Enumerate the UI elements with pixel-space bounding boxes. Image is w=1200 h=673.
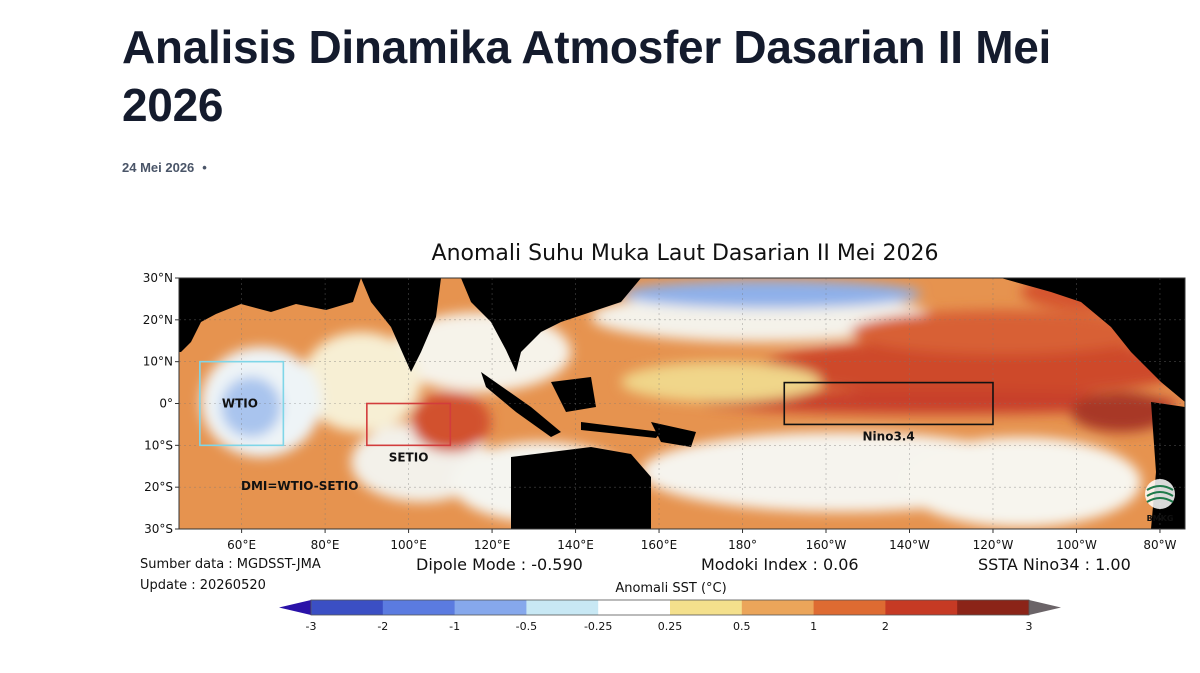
colorbar-segment: [526, 600, 599, 615]
colorbar-tick-label: 3: [1026, 620, 1033, 633]
colorbar-tick-label: 0.25: [658, 620, 683, 633]
colorbar-tick-label: 0.5: [733, 620, 751, 633]
y-tick-label: 30°S: [144, 522, 173, 536]
colorbar-segment: [813, 600, 886, 615]
x-tick-label: 80°W: [1143, 538, 1176, 552]
dmi-annotation: DMI=WTIO-SETIO: [241, 479, 358, 493]
y-tick-label: 20°S: [144, 480, 173, 494]
map-area: WTIO SETIO Nino3.4 BMKG DMI=WTIO-SETIO: [179, 278, 1185, 529]
anomaly-patch: [621, 362, 821, 402]
article-meta: 24 Mei 2026 •: [122, 160, 207, 175]
bmkg-waves-icon: [1146, 485, 1174, 503]
y-axis-ticks: 30°N 20°N 10°N 0° 10°S 20°S 30°S: [143, 271, 179, 536]
anomaly-patch: [701, 390, 1181, 414]
x-tick-label: 140°W: [889, 538, 930, 552]
x-tick-label: 80°E: [311, 538, 340, 552]
land-masses: [179, 278, 1185, 529]
colorbar-under-arrow: [279, 600, 311, 615]
colorbar: -3 -2 -1 -0.5 -0.25 0.25 0.5 1 2 3: [279, 599, 1061, 633]
land-north-america: [1001, 278, 1185, 402]
bmkg-label: BMKG: [1147, 514, 1174, 523]
anomaly-patch: [901, 437, 1141, 527]
x-tick-label: 180°: [728, 538, 757, 552]
land-australia: [511, 447, 651, 529]
colorbar-segment: [454, 600, 527, 615]
update-text: Update : 20260520: [140, 578, 266, 593]
x-tick-label: 100°E: [390, 538, 427, 552]
y-tick-label: 10°N: [143, 355, 173, 369]
source-text: Sumber data : MGDSST-JMA: [140, 557, 321, 572]
x-tick-label: 160°E: [641, 538, 678, 552]
colorbar-segment: [670, 600, 743, 615]
nino34-text: SSTA Nino34 : 1.00: [978, 555, 1131, 574]
land-sumatra: [481, 372, 561, 437]
anomaly-patch: [851, 310, 1151, 354]
x-axis-ticks: 60°E 80°E 100°E 120°E 140°E 160°E 180° 160°W 140…: [227, 529, 1177, 552]
land-new-guinea: [651, 422, 696, 447]
colorbar-tick-label: -0.25: [584, 620, 612, 633]
colorbar-segment: [598, 600, 671, 615]
land-india: [361, 278, 441, 372]
land-southeast-asia: [461, 278, 641, 372]
colorbar-segment: [741, 600, 815, 615]
x-tick-label: 60°E: [227, 538, 256, 552]
meta-separator: •: [202, 160, 207, 175]
x-tick-label: 120°W: [973, 538, 1014, 552]
chart-title: Anomali Suhu Muka Laut Dasarian II Mei 2…: [432, 241, 939, 266]
colorbar-tick-label: 1: [810, 620, 817, 633]
colorbar-tick-label: 2: [882, 620, 889, 633]
sst-anomaly-figure: Anomali Suhu Muka Laut Dasarian II Mei 2…: [121, 232, 1200, 673]
x-tick-label: 120°E: [474, 538, 511, 552]
colorbar-segment: [957, 600, 1030, 615]
colorbar-tick-label: -3: [306, 620, 317, 633]
colorbar-tick-label: -2: [377, 620, 388, 633]
colorbar-frame: [310, 599, 1030, 616]
box-label: Nino3.4: [863, 429, 915, 443]
page-title: Analisis Dinamika Atmosfer Dasarian II M…: [122, 21, 1052, 131]
land-south-america: [1151, 402, 1185, 529]
box-setio: [366, 402, 452, 447]
modoki-index-text: Modoki Index : 0.06: [701, 555, 859, 574]
index-boxes: WTIO SETIO Nino3.4: [199, 360, 994, 464]
x-tick-label: 140°E: [557, 538, 594, 552]
y-tick-label: 20°N: [143, 313, 173, 327]
box-label: WTIO: [222, 397, 258, 411]
colorbar-over-arrow: [1029, 600, 1061, 615]
x-tick-label: 100°W: [1056, 538, 1097, 552]
anomaly-patch: [621, 280, 921, 308]
y-tick-label: 0°: [159, 397, 173, 411]
x-tick-label: 160°W: [806, 538, 847, 552]
land-java: [581, 422, 661, 438]
dipole-mode-text: Dipole Mode : -0.590: [416, 555, 583, 574]
colorbar-segment: [311, 600, 384, 615]
box-nino34: [783, 381, 994, 426]
colorbar-tick-label: -1: [449, 620, 460, 633]
anomaly-patch: [301, 332, 421, 432]
y-tick-label: 30°N: [143, 271, 173, 285]
anomaly-patch: [1071, 392, 1171, 432]
sst-anomaly-chart: Anomali Suhu Muka Laut Dasarian II Mei 2…: [140, 241, 1186, 633]
anomaly-field: [201, 278, 1185, 527]
anomaly-patch: [761, 339, 1185, 395]
anomaly-patch: [221, 377, 281, 437]
colorbar-segment: [382, 600, 456, 615]
land-arabia: [179, 278, 361, 352]
colorbar-label: Anomali SST (°C): [615, 581, 726, 596]
y-tick-label: 10°S: [144, 438, 173, 452]
colorbar-segment: [885, 600, 958, 615]
box-label: SETIO: [389, 450, 429, 464]
box-wtio: [199, 360, 285, 447]
publish-date: 24 Mei 2026: [122, 160, 195, 175]
bmkg-logo: BMKG: [1145, 479, 1175, 523]
colorbar-tick-label: -0.5: [516, 620, 537, 633]
